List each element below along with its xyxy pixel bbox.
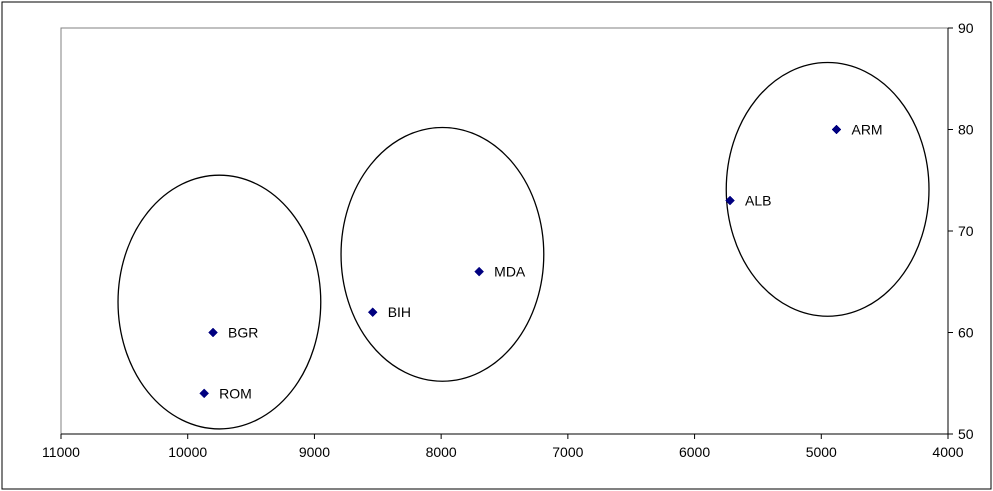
x-tick-label: 8000 xyxy=(426,444,457,460)
point-label-alb: ALB xyxy=(745,193,771,209)
group-ellipses xyxy=(117,61,930,430)
y-tick-label: 90 xyxy=(958,20,974,36)
data-point-bgr xyxy=(208,327,218,338)
data-point-alb xyxy=(725,195,735,206)
y-axis: 50 60 70 80 90 xyxy=(947,20,974,442)
data-point-mda xyxy=(474,266,485,277)
group-ellipse xyxy=(340,126,545,382)
y-tick-label: 70 xyxy=(958,223,974,239)
data-point-arm xyxy=(831,124,842,135)
y-tick-label: 80 xyxy=(958,122,974,138)
x-tick-label: 11000 xyxy=(42,444,80,460)
point-label-mda: MDA xyxy=(494,264,526,280)
point-label-bgr: BGR xyxy=(228,325,258,341)
x-tick-label: 10000 xyxy=(168,444,207,460)
x-tick-label: 6000 xyxy=(679,444,710,460)
x-tick-label: 7000 xyxy=(552,444,583,460)
y-tick-label: 60 xyxy=(958,325,974,341)
x-tick-label: 5000 xyxy=(806,444,837,460)
x-tick-label: 4000 xyxy=(932,444,963,460)
point-label-arm: ARM xyxy=(851,122,882,138)
data-point-bih xyxy=(367,307,378,318)
x-tick-label: 9000 xyxy=(299,444,330,460)
point-label-rom: ROM xyxy=(219,385,252,401)
y-tick-label: 50 xyxy=(958,426,974,442)
group-ellipse xyxy=(725,61,930,317)
x-axis: 11000 10000 9000 8000 7000 6000 5000 4000 xyxy=(42,433,964,460)
data-points xyxy=(199,124,842,399)
point-labels: ARM ALB MDA BIH BGR ROM xyxy=(219,122,882,402)
data-point-rom xyxy=(199,388,210,399)
group-ellipse xyxy=(117,174,322,430)
point-label-bih: BIH xyxy=(388,304,411,320)
